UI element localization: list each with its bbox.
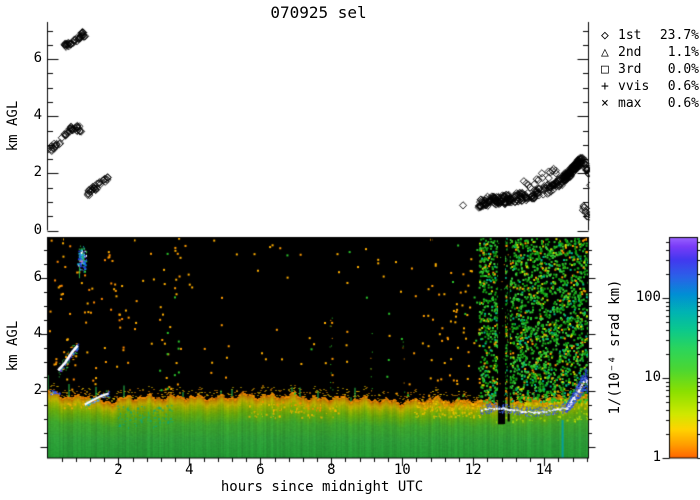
x-tick-label: 12: [464, 462, 482, 478]
legend-value: 0.6%: [667, 96, 699, 111]
legend-value: 23.7%: [659, 28, 699, 43]
colorbar-tick-label: 1: [652, 449, 661, 465]
colorbar-axis-label: 1/(10⁻⁴ srad km): [607, 279, 623, 415]
top-panel-y-tick-label: 4: [33, 107, 42, 124]
legend-item-1st: ◇ 1st 23.7%: [601, 27, 699, 44]
x-axis-label: hours since midnight UTC: [220, 479, 424, 495]
bottom-panel-y-tick-label: 4: [33, 325, 42, 342]
top-panel-y-tick-label: 0: [33, 221, 42, 238]
top-panel-y-tick-label: 2: [33, 164, 42, 181]
legend-value: 0.0%: [667, 62, 699, 77]
3rd-marker-icon: □: [601, 62, 609, 77]
x-tick-label: 14: [535, 462, 553, 478]
bottom-panel-y-tick-label: 6: [33, 269, 42, 286]
legend-label: max: [618, 96, 642, 111]
top-panel-y-tick-label: 6: [33, 50, 42, 67]
vvis-marker-icon: +: [601, 79, 609, 94]
legend: ◇ 1st 23.7% △ 2nd 1.1% □ 3rd 0.0% + vvis 0.6% × max 0.…: [601, 27, 699, 112]
legend-item-vvis: + vvis 0.6%: [601, 78, 699, 95]
page-title: 070925 sel: [270, 3, 367, 22]
legend-item-2nd: △ 2nd 1.1%: [601, 44, 699, 61]
colorbar-tick-label: 100: [635, 288, 661, 305]
legend-value: 1.1%: [667, 45, 699, 60]
legend-label: 1st: [618, 28, 642, 43]
x-tick-label: 4: [185, 462, 194, 478]
legend-label: 3rd: [618, 62, 642, 77]
max-marker-icon: ×: [601, 96, 609, 111]
1st-marker-icon: ◇: [601, 28, 609, 43]
2nd-marker-icon: △: [601, 45, 609, 60]
legend-item-3rd: □ 3rd 0.0%: [601, 61, 699, 78]
legend-label: 2nd: [618, 45, 642, 60]
legend-item-max: × max 0.6%: [601, 95, 699, 112]
x-tick-label: 8: [327, 462, 336, 478]
legend-value: 0.6%: [667, 79, 699, 94]
colorbar-tick-label: 10: [644, 368, 661, 385]
x-tick-label: 10: [393, 462, 411, 478]
x-tick-label: 2: [114, 462, 123, 478]
legend-label: vvis: [618, 79, 650, 94]
bottom-panel-y-tick-label: 2: [33, 381, 42, 398]
x-tick-label: 6: [256, 462, 265, 478]
